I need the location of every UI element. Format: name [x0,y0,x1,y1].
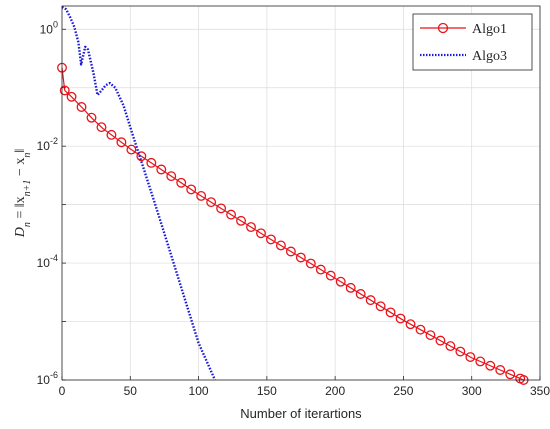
data-point-algo1 [355,289,366,299]
y-tick-label: 10-4 [37,253,58,270]
data-point-algo1 [395,313,406,324]
legend-box [412,13,533,71]
data-point-algo1 [325,270,336,281]
x-tick-label: 350 [530,384,550,398]
data-point-algo1 [305,258,316,269]
ticks: 0 50 100 150 200 250 300 350 100 10-2 10-4 10-6 [37,19,550,398]
y-label-rest: = ‖x [13,196,28,222]
data-point-algo1 [59,85,70,96]
data-point-algo1 [256,228,266,239]
data-point-algo1 [106,129,117,140]
data-point-algo1 [425,330,436,341]
data-point-algo1 [236,215,246,226]
data-point-algo1 [126,144,137,155]
data-point-algo1 [96,122,107,133]
x-tick-label: 200 [325,384,345,398]
data-point-algo1 [295,252,306,263]
data-point-algo1 [86,112,97,123]
data-point-algo1 [335,276,346,287]
data-point-algo1 [216,203,227,214]
data-point-algo1 [365,295,376,306]
legend-marker-algo1 [437,22,449,34]
data-point-algo1 [275,240,286,251]
data-point-algo1 [266,234,276,245]
data-point-algo1 [435,335,446,346]
legend-label-algo1: Algo1 [472,22,507,37]
data-point-algo1 [455,346,466,357]
data-point-algo1 [196,191,207,201]
series-line-algo1 [61,67,524,381]
svg-text:Dn = ‖xn+1 − xn‖: Dn = ‖xn+1 − xn‖ [13,149,33,239]
data-point-algo1 [315,264,326,275]
data-point-algo1 [136,151,147,162]
data-point-algo1 [166,171,177,182]
legend: Algo1 Algo3 [412,13,533,71]
data-point-algo1 [226,209,237,220]
x-tick-label: 0 [59,384,66,398]
data-point-algo1 [246,222,256,233]
x-tick-label: 100 [189,384,209,398]
data-point-algo1 [76,102,87,112]
y-axis-label: Dn = ‖xn+1 − xn‖ [13,149,33,239]
y-label-sub: n [22,222,33,227]
y-label-sub2: n+1 [22,180,33,197]
data-point-algo1 [495,365,506,375]
data-point-algo1 [206,197,217,208]
data-point-algo1 [505,369,516,380]
plot-frame [61,5,541,381]
data-point-algo1 [116,137,127,148]
x-tick-label: 50 [124,384,138,398]
y-label-rest2: − x [13,158,28,180]
y-label-main: D [13,227,28,238]
x-tick-label: 250 [393,384,413,398]
data-point-algo1 [445,341,456,352]
data-point-algo1 [345,282,356,293]
data-point-algo1 [186,184,197,195]
data-point-algo1 [146,157,157,168]
x-axis-label: Number of iterartions [240,406,362,421]
data-point-algo1 [485,360,496,371]
data-point-algo1 [385,307,396,318]
y-label-end: ‖ [13,149,28,153]
data-point-algo1 [405,319,416,330]
y-tick-label: 10-6 [37,370,58,387]
data-point-algo1 [176,177,187,188]
x-tick-label: 150 [257,384,277,398]
data-point-algo1 [285,246,296,257]
y-tick-label: 10-2 [37,136,58,153]
y-label-sub3: n [22,153,33,158]
data-point-algo1 [156,164,167,175]
data-point-algo1 [475,356,486,367]
y-tick-label: 100 [40,19,58,36]
data-point-algo1 [66,91,77,102]
x-tick-label: 300 [462,384,482,398]
legend-label-algo3: Algo3 [472,49,507,64]
data-point-algo1 [465,352,476,362]
data-point-algo1 [415,324,426,335]
series-line-algo3 [61,5,217,381]
data-point-algo1 [375,301,386,312]
